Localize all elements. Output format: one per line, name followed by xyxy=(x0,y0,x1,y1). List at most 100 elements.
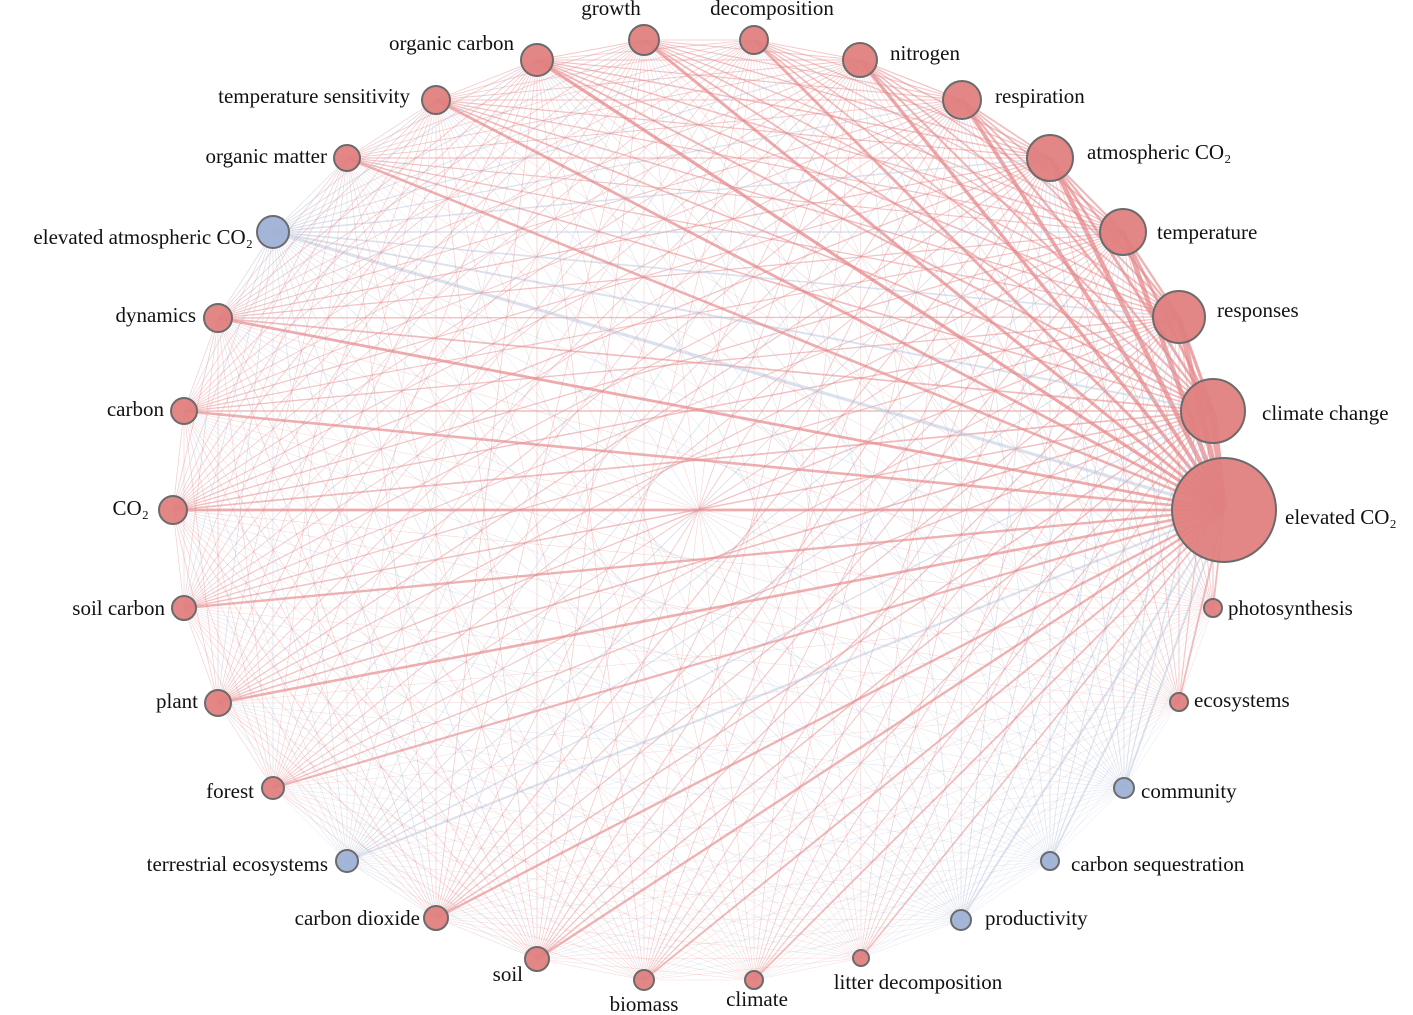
edge xyxy=(217,702,962,921)
edge xyxy=(753,59,861,981)
node xyxy=(1113,777,1135,799)
edge xyxy=(272,230,1225,512)
edge xyxy=(860,607,1214,959)
edge xyxy=(753,701,1180,981)
edge xyxy=(183,99,963,412)
edge xyxy=(272,231,962,921)
edge xyxy=(960,98,1226,512)
edge xyxy=(435,99,1051,862)
edge xyxy=(536,231,1124,960)
node xyxy=(1180,378,1246,444)
node xyxy=(335,849,359,873)
edge xyxy=(536,58,1225,512)
edge xyxy=(183,607,1180,703)
node xyxy=(1169,692,1189,712)
edge xyxy=(643,39,1051,159)
edge xyxy=(172,231,274,511)
edge xyxy=(217,157,1051,319)
edge xyxy=(435,99,1180,703)
edge xyxy=(217,99,437,704)
edge xyxy=(183,410,219,704)
edge xyxy=(1123,607,1214,789)
edge xyxy=(960,509,1225,921)
edge xyxy=(536,157,1051,960)
edge xyxy=(435,157,1051,919)
edge xyxy=(643,39,1214,609)
edge xyxy=(435,508,1225,920)
edge xyxy=(183,410,962,921)
edge xyxy=(960,701,1180,921)
edge xyxy=(217,39,645,319)
edge xyxy=(435,860,1051,919)
edge xyxy=(217,317,538,960)
edge xyxy=(435,99,862,959)
edge xyxy=(346,787,1125,862)
edge xyxy=(272,787,962,921)
edge xyxy=(272,59,538,233)
edge xyxy=(172,59,538,511)
edge xyxy=(435,917,755,981)
edge xyxy=(346,39,755,159)
edge xyxy=(183,231,1124,412)
node xyxy=(520,43,554,77)
edge xyxy=(536,59,1125,789)
edge xyxy=(183,607,645,981)
node-label: CO₂ xyxy=(113,496,150,520)
node xyxy=(203,303,233,333)
edge xyxy=(346,860,437,919)
edge xyxy=(172,39,645,511)
edge xyxy=(860,157,1051,959)
edge xyxy=(643,157,1051,981)
edge xyxy=(346,99,963,159)
edge xyxy=(753,957,862,981)
edge xyxy=(172,509,962,921)
edge xyxy=(183,607,219,704)
edge xyxy=(272,607,1214,789)
edge xyxy=(346,157,645,981)
edge xyxy=(435,99,1214,412)
edge xyxy=(435,99,1124,233)
edge xyxy=(435,917,538,960)
edge xyxy=(1048,157,1215,412)
edge xyxy=(217,39,645,704)
node xyxy=(1171,457,1277,563)
edge xyxy=(272,787,538,960)
edge xyxy=(183,316,1180,412)
edge xyxy=(536,410,1214,960)
edge xyxy=(435,59,861,101)
edge xyxy=(183,39,645,412)
edge xyxy=(217,702,862,959)
edge xyxy=(272,787,862,959)
edge xyxy=(172,157,1051,511)
node xyxy=(423,905,449,931)
node-label: terrestrial ecosystems xyxy=(147,852,328,876)
edge xyxy=(217,508,1225,705)
edge xyxy=(1122,231,1180,703)
edge xyxy=(536,958,645,981)
edge xyxy=(346,157,862,959)
node xyxy=(158,495,188,525)
edge xyxy=(643,39,963,101)
edge xyxy=(346,157,1180,318)
edge xyxy=(643,39,1214,412)
edge xyxy=(272,231,538,960)
edge xyxy=(643,99,963,981)
edge xyxy=(859,59,1125,789)
node-label: dynamics xyxy=(116,303,196,327)
edge xyxy=(346,157,1125,789)
edge xyxy=(272,787,645,981)
edge xyxy=(183,410,862,959)
edge xyxy=(346,157,1180,703)
edge xyxy=(217,317,437,919)
edge xyxy=(183,410,1180,703)
edge xyxy=(183,607,437,919)
edge xyxy=(272,231,1180,703)
edge xyxy=(272,231,755,981)
edge xyxy=(753,39,1214,412)
edges xyxy=(172,38,1228,981)
edge xyxy=(272,508,1225,790)
edge xyxy=(536,59,962,921)
edge xyxy=(753,99,963,981)
edge xyxy=(346,59,538,862)
